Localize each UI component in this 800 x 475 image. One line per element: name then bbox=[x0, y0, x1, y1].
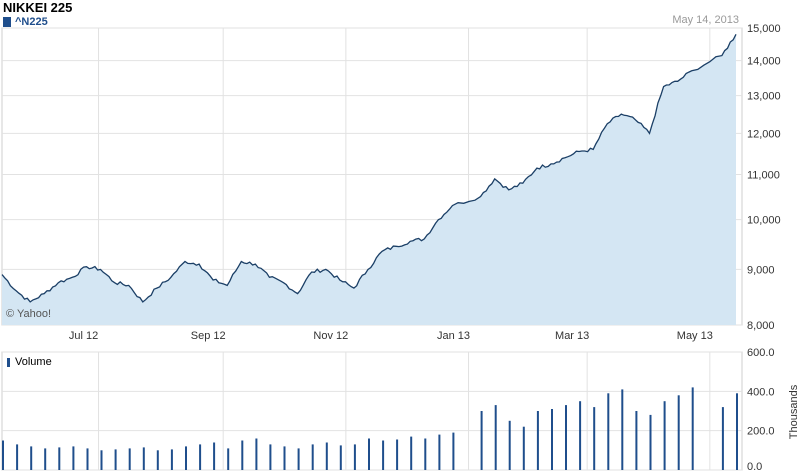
volume-bar bbox=[494, 405, 497, 470]
price-y-tick-label: 13,000 bbox=[747, 91, 781, 103]
x-tick-label: Nov 12 bbox=[313, 330, 348, 342]
volume-bar bbox=[677, 395, 680, 470]
volume-bar bbox=[736, 393, 738, 470]
volume-bar bbox=[128, 448, 131, 470]
volume-bar bbox=[522, 426, 525, 470]
volume-bar bbox=[16, 444, 19, 470]
price-x-ticks: Jul 12 Sep 12 Nov 12 Jan 13 Mar 13 May 13 bbox=[69, 330, 713, 342]
price-y-tick-label: 8,000 bbox=[747, 320, 775, 332]
volume-bar bbox=[100, 450, 103, 470]
volume-bar bbox=[213, 442, 216, 470]
volume-bar bbox=[721, 407, 724, 470]
price-y-tick-label: 12,000 bbox=[747, 128, 781, 140]
volume-bar bbox=[410, 436, 413, 470]
volume-bar bbox=[283, 446, 286, 470]
volume-bar bbox=[438, 434, 441, 470]
x-tick-label: May 13 bbox=[677, 330, 713, 342]
x-tick-label: Jul 12 bbox=[69, 330, 98, 342]
volume-bar bbox=[114, 449, 117, 470]
volume-bar bbox=[452, 432, 455, 470]
volume-bar bbox=[72, 446, 75, 470]
volume-y-tick-label: 200.0 bbox=[747, 426, 775, 438]
volume-bar bbox=[663, 401, 666, 470]
price-y-tick-label: 9,000 bbox=[747, 264, 775, 276]
x-tick-label: Mar 13 bbox=[555, 330, 589, 342]
volume-bars bbox=[2, 387, 738, 470]
price-y-ticks: 8,000 9,000 10,000 11,000 12,000 13,000 14,000… bbox=[747, 23, 781, 332]
volume-bar bbox=[325, 442, 328, 470]
volume-bar bbox=[311, 444, 314, 470]
yahoo-credit: © Yahoo! bbox=[6, 308, 52, 320]
volume-bar bbox=[593, 407, 596, 470]
volume-grid bbox=[1, 351, 743, 471]
volume-bar bbox=[297, 448, 300, 470]
volume-axis-label: Thousands bbox=[788, 384, 800, 439]
volume-bar bbox=[424, 438, 427, 470]
volume-legend-label: Volume bbox=[15, 356, 52, 368]
volume-bar bbox=[44, 448, 47, 470]
price-legend: ^N225 bbox=[3, 16, 48, 28]
volume-bar bbox=[382, 440, 385, 470]
volume-bar bbox=[156, 450, 159, 470]
x-tick-label: Jan 13 bbox=[437, 330, 470, 342]
volume-bar bbox=[607, 393, 610, 470]
volume-bar bbox=[480, 411, 483, 470]
price-y-tick-label: 11,000 bbox=[747, 170, 780, 182]
volume-bar bbox=[551, 409, 553, 470]
volume-bar bbox=[58, 447, 61, 470]
volume-bar bbox=[508, 420, 511, 470]
volume-bar bbox=[579, 401, 582, 470]
date-label: May 14, 2013 bbox=[672, 14, 739, 26]
volume-legend-swatch bbox=[7, 357, 10, 367]
volume-bar bbox=[635, 411, 638, 470]
volume-legend: Volume bbox=[7, 356, 52, 368]
volume-bar bbox=[691, 387, 694, 470]
volume-y-ticks: 0.0 200.0 400.0 600.0 bbox=[747, 347, 775, 473]
volume-bar bbox=[170, 449, 173, 470]
volume-bar bbox=[368, 438, 370, 470]
price-line bbox=[1, 34, 737, 303]
price-y-tick-label: 14,000 bbox=[747, 56, 781, 68]
volume-y-tick-label: 600.0 bbox=[747, 347, 775, 359]
volume-y-tick-label: 400.0 bbox=[747, 386, 775, 398]
volume-bar bbox=[269, 444, 272, 470]
volume-bar bbox=[30, 446, 33, 470]
price-area bbox=[2, 34, 736, 326]
volume-bar bbox=[199, 444, 202, 470]
volume-bar bbox=[142, 447, 145, 470]
price-legend-swatch bbox=[3, 17, 11, 27]
volume-bar bbox=[2, 440, 4, 470]
volume-bar bbox=[339, 445, 342, 470]
volume-bar bbox=[255, 438, 258, 470]
price-grid bbox=[1, 27, 743, 326]
x-tick-label: Sep 12 bbox=[191, 330, 226, 342]
price-y-tick-label: 15,000 bbox=[747, 23, 781, 35]
chart-title: NIKKEI 225 bbox=[3, 0, 73, 15]
volume-bar bbox=[396, 439, 399, 470]
volume-bar bbox=[227, 448, 230, 470]
volume-bar bbox=[86, 448, 89, 470]
volume-bar bbox=[621, 389, 624, 470]
volume-bar bbox=[353, 444, 356, 470]
volume-y-tick-label: 0.0 bbox=[747, 461, 762, 473]
price-y-tick-label: 10,000 bbox=[747, 215, 781, 227]
volume-bar bbox=[241, 440, 244, 470]
volume-bar bbox=[536, 411, 539, 470]
volume-bar bbox=[185, 446, 187, 470]
volume-bar bbox=[565, 405, 567, 470]
price-legend-label: ^N225 bbox=[15, 16, 48, 28]
volume-plot-frame bbox=[1, 351, 743, 471]
volume-bar bbox=[649, 414, 652, 470]
